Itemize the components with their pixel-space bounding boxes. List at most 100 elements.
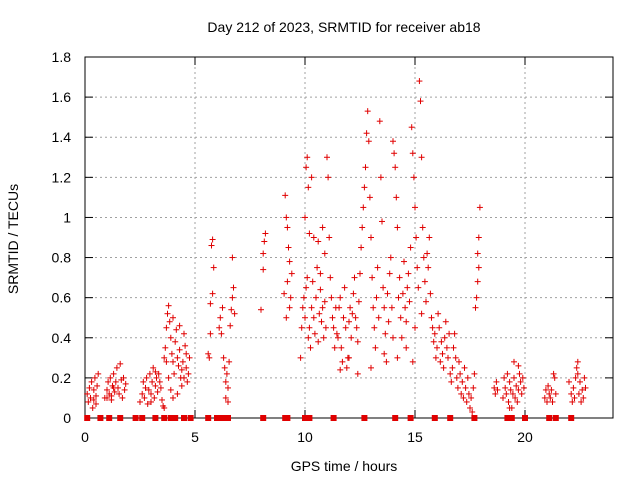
data-point [575, 390, 582, 397]
data-point [311, 330, 318, 337]
data-point [520, 384, 527, 391]
data-point [462, 384, 469, 391]
data-point [545, 382, 552, 389]
data-point [148, 398, 154, 405]
data-point [465, 390, 472, 397]
data-point [515, 386, 522, 393]
data-point [181, 330, 187, 337]
data-point [473, 294, 480, 301]
data-point [355, 298, 362, 305]
data-point [261, 238, 268, 245]
data-point [430, 338, 437, 345]
data-point [446, 330, 453, 337]
data-point [110, 370, 117, 377]
data-point [573, 364, 580, 371]
data-point [308, 304, 315, 311]
data-point [409, 150, 416, 157]
data-point [170, 314, 176, 321]
data-point [421, 278, 428, 285]
data-point [283, 314, 290, 321]
data-point [321, 250, 328, 257]
data-point [387, 254, 394, 261]
zero-marker [97, 415, 104, 421]
data-point [352, 314, 359, 321]
data-point [335, 334, 341, 341]
zero-marker [132, 415, 139, 421]
data-point [348, 334, 355, 341]
data-point [380, 284, 387, 291]
data-point [472, 304, 479, 311]
data-point [449, 364, 456, 371]
data-point [453, 374, 460, 381]
data-point [420, 254, 427, 261]
data-point [325, 174, 332, 181]
data-point [90, 396, 97, 403]
data-point [220, 354, 227, 361]
x-tick-labels: 0 5 10 15 20 [81, 429, 533, 445]
data-point [368, 234, 374, 241]
data-point [457, 370, 464, 377]
axis-ticks [84, 56, 613, 419]
data-point [179, 358, 186, 365]
data-point [357, 270, 363, 277]
data-point [428, 314, 435, 321]
data-point [578, 398, 585, 405]
zero-marker [172, 415, 179, 421]
data-point [368, 364, 374, 371]
data-point [398, 334, 405, 341]
zero-marker [431, 415, 438, 421]
plot-frame [84, 56, 614, 419]
data-point [226, 358, 233, 365]
data-point [104, 394, 110, 401]
data-point [580, 394, 587, 401]
data-point [407, 244, 414, 251]
data-point [349, 310, 356, 317]
data-point [509, 390, 516, 397]
data-point [475, 264, 482, 271]
data-point [429, 324, 436, 331]
data-point [222, 394, 229, 401]
data-point [549, 398, 556, 405]
data-point [441, 334, 448, 341]
data-point [86, 384, 93, 391]
data-point [459, 378, 466, 385]
data-point [141, 394, 148, 401]
data-point [406, 298, 413, 305]
data-point [419, 224, 426, 231]
data-point [354, 370, 361, 377]
data-point [152, 368, 159, 375]
data-point [515, 362, 522, 369]
zero-marker [181, 415, 187, 421]
x-tick-label: 15 [407, 429, 423, 445]
data-point [230, 284, 237, 291]
data-point [87, 394, 94, 401]
data-point [574, 370, 581, 377]
x-axis-label: GPS time / hours [291, 458, 398, 474]
data-point [460, 394, 467, 401]
data-point [418, 310, 425, 317]
data-point [474, 278, 481, 285]
zero-marker [139, 415, 146, 421]
data-point [170, 394, 176, 401]
data-point [281, 290, 288, 297]
data-point [517, 378, 524, 385]
zero-marker [330, 415, 337, 421]
data-point [318, 318, 325, 325]
data-point [393, 194, 400, 201]
data-point [354, 338, 361, 345]
y-tick-label: 0.6 [52, 290, 72, 306]
data-point [306, 230, 313, 237]
data-point [84, 390, 91, 397]
data-point [207, 330, 214, 337]
zero-marker [167, 415, 174, 421]
zero-marker [302, 415, 308, 421]
data-point [328, 294, 335, 301]
data-point [347, 304, 354, 311]
data-point [440, 364, 447, 371]
data-point [227, 322, 234, 329]
data-point [442, 318, 449, 325]
data-point [402, 304, 409, 311]
data-point [550, 370, 557, 377]
zero-marker [407, 415, 414, 421]
